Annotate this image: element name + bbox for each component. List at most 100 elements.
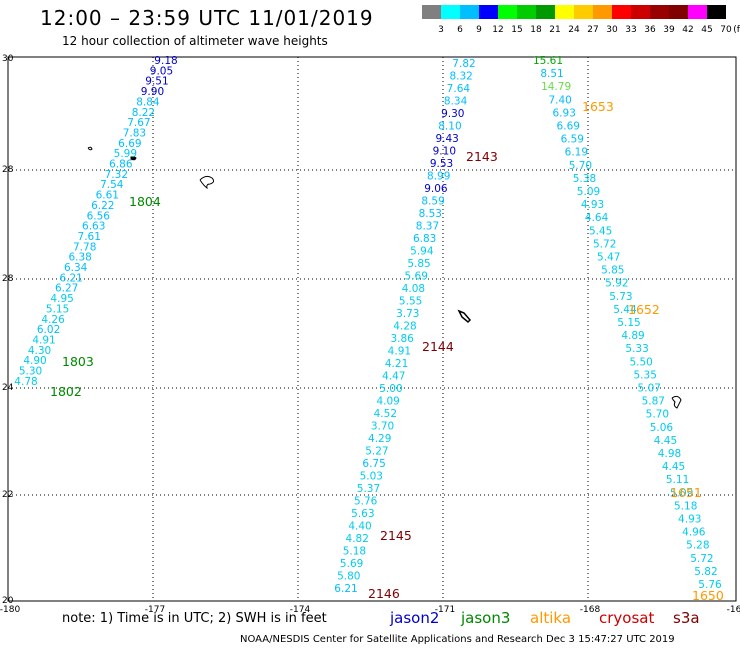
wave-height-label: 7.64 [447,83,471,95]
pass-time-label: 2145 [380,528,412,543]
wave-height-label: 5.28 [686,540,709,552]
pass-time-label: 1651 [670,485,702,500]
scale-label: 42 [682,25,694,35]
wave-height-label: 5.15 [617,317,640,329]
wave-height-label: 4.93 [581,199,604,211]
scale-swatch [612,5,631,19]
wave-height-label: 5.69 [340,558,363,570]
wave-height-label: 4.64 [585,212,609,224]
satellite-jason3: jason3 [461,609,511,627]
island-outline [457,309,472,324]
wave-height-label: 9.06 [424,183,448,195]
wave-height-label: 5.38 [573,173,596,185]
wave-height-label: 4.90 [23,355,46,367]
wave-height-label: 5.85 [601,265,624,277]
wave-height-label: 4.82 [346,533,369,545]
wave-height-label: 9.90 [141,86,164,98]
scale-swatch [650,5,669,19]
wave-height-label: 6.56 [87,210,111,222]
scale-swatch [441,5,460,19]
scale-swatch [688,5,707,19]
scale-label: 70 [720,25,732,35]
island-outline [671,395,682,409]
wave-height-label: 9.53 [430,158,453,170]
pass-time-label: 2146 [368,586,400,601]
wave-height-label: 6.34 [64,262,88,274]
wave-height-label: 5.70 [569,160,592,172]
y-axis-tick-label: 28 [2,274,14,284]
wave-height-label: 5.18 [343,546,366,558]
wave-height-label: 6.02 [37,324,60,336]
y-axis-tick-label: 28 [2,165,14,175]
scale-label: 21 [549,25,561,35]
wave-height-label: 6.38 [68,252,91,264]
pass-time-label: 1803 [62,354,94,369]
x-axis-tick-label: -171 [435,605,455,615]
wave-height-label: 4.78 [14,376,37,388]
scale-label: 30 [606,25,618,35]
scale-label: 39 [663,25,675,35]
wave-height-label: 4.96 [682,527,706,539]
wave-height-label: 6.27 [55,283,78,295]
wave-height-label: 5.72 [690,553,713,565]
scale-label: 12 [492,25,504,35]
wave-height-label: 8.51 [540,68,563,80]
wave-height-label: 6.93 [553,107,576,119]
scale-swatch [536,5,555,19]
wave-height-label: 5.72 [593,238,616,250]
footnote: note: 1) Time is in UTC; 2) SWH is in fe… [62,611,327,626]
scale-swatch [555,5,574,19]
map-title: 12:00 – 23:59 UTC 11/01/2019 [40,6,374,30]
island-outline [130,156,137,161]
wave-height-label: 6.22 [91,200,114,212]
wave-height-label: 5.07 [638,383,661,395]
wave-height-label: 5.82 [694,566,717,578]
scale-swatch [574,5,593,19]
pass-time-label: 1802 [50,384,82,399]
pass-time-label: 2144 [422,339,454,354]
island-outline [87,146,93,151]
island-outline [199,175,215,190]
wave-height-label: 7.67 [127,117,150,129]
pass-time-label: 2143 [466,149,498,164]
wave-height-label: 6.69 [118,138,141,150]
wave-height-label: 5.33 [625,343,648,355]
wave-height-label: 6.83 [413,233,436,245]
wave-height-label: 5.92 [605,278,628,290]
wave-height-label: 5.76 [698,579,722,591]
wave-height-label: 8.99 [427,171,450,183]
wave-height-label: 5.09 [577,186,600,198]
wave-height-label: 5.44 [613,304,637,316]
wave-height-label: 4.21 [385,358,408,370]
wave-height-label: 8.84 [136,96,160,108]
wave-height-label: 9.18 [154,55,177,67]
wave-height-label: 5.45 [589,225,612,237]
wave-height-label: 5.00 [379,383,402,395]
wave-height-label: 6.86 [109,159,133,171]
wave-height-label: 5.11 [666,474,689,486]
wave-height-label: 8.59 [421,196,444,208]
wave-height-label: 5.09 [670,487,693,499]
wave-height-label: 7.78 [73,241,96,253]
wave-height-label: 3.70 [371,421,394,433]
wave-height-label: 5.55 [399,296,422,308]
scale-swatch [460,5,479,19]
scale-swatch [707,5,726,19]
scale-swatch [479,5,498,19]
y-axis-tick-label: 20 [2,596,14,606]
scale-label: 27 [587,25,599,35]
wave-height-label: 7.40 [548,94,571,106]
credit-footer: NOAA/NESDIS Center for Satellite Applica… [240,634,675,645]
wave-height-label: 3.86 [390,333,414,345]
wave-height-label: 4.08 [402,283,425,295]
wave-height-label: 4.29 [368,433,391,445]
y-axis-tick-label: 22 [2,490,13,500]
wave-height-label: 4.40 [348,521,371,533]
wave-height-label: 5.85 [407,258,430,270]
wave-height-label: 6.59 [561,134,584,146]
wave-height-label: 5.87 [642,396,665,408]
wave-height-label: 6.75 [362,458,385,470]
x-axis-tick-label: -180 [0,605,20,615]
wave-height-label: 5.70 [646,409,669,421]
scale-label: 33 [625,25,637,35]
